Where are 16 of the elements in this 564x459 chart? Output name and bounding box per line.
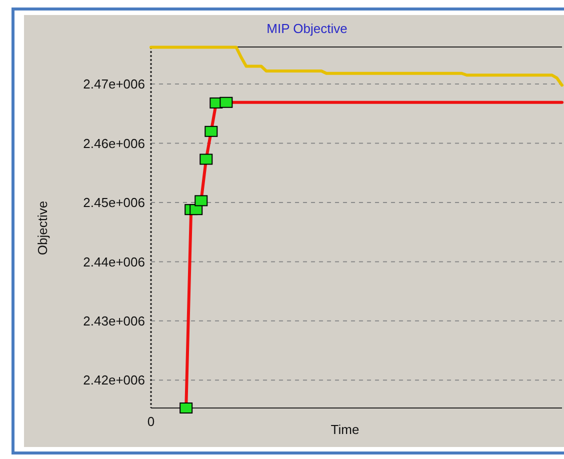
chart-title: MIP Objective	[266, 21, 348, 36]
x-axis-title: Time	[330, 422, 360, 437]
y-axis-title: Objective	[35, 200, 50, 256]
y-tick-label: 2.42e+006	[83, 372, 145, 388]
line-series	[150, 46, 564, 87]
y-tick-label: 2.44e+006	[83, 254, 145, 270]
point	[200, 154, 213, 165]
point	[194, 195, 208, 206]
y-tick-label: 2.47e+006	[83, 76, 145, 92]
point	[220, 96, 233, 108]
text: 0	[147, 414, 155, 429]
point	[180, 402, 193, 414]
y-tick-label: 2.43e+006	[83, 313, 145, 328]
y-tick-label: 2.46e+006	[83, 136, 145, 151]
y-tick-label: 2.45e+006	[83, 195, 145, 210]
point	[204, 126, 218, 137]
